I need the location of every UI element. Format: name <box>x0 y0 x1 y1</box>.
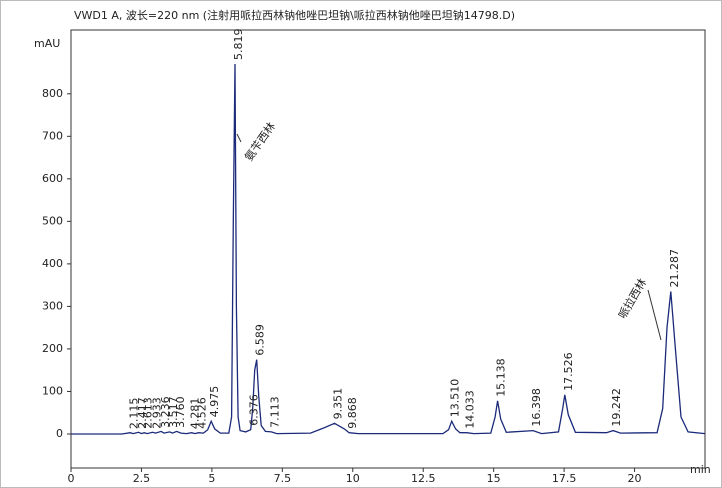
x-tick-label: 5 <box>208 472 215 485</box>
peak-label: 4.526 <box>196 397 209 429</box>
y-tick-label: 400 <box>42 257 63 270</box>
x-tick-label: 17.5 <box>552 472 577 485</box>
peak-label: 19.242 <box>610 388 623 427</box>
plot-frame <box>70 29 706 469</box>
trace <box>71 63 706 435</box>
peak-label: 2.933 <box>151 397 164 429</box>
y-axis-label: mAU <box>34 37 60 50</box>
peak-label: 3.760 <box>174 396 187 428</box>
x-tick-label: 7.5 <box>274 472 292 485</box>
peak-label: 2.417 <box>136 397 149 429</box>
peak-label: 14.033 <box>463 390 476 429</box>
y-tick-label: 700 <box>42 129 63 142</box>
chart-title: VWD1 A, 波长=220 nm (注射用哌拉西林钠他唑巴坦钠\哌拉西林钠他唑… <box>74 8 515 22</box>
x-tick-label: 15 <box>487 472 501 485</box>
peak-label: 17.526 <box>562 352 575 391</box>
x-axis-label: min <box>690 463 711 476</box>
y-tick-label: 500 <box>42 214 63 227</box>
peak-label: 4.281 <box>189 398 202 430</box>
peak-label: 9.868 <box>346 397 359 429</box>
x-tick-label: 2.5 <box>133 472 151 485</box>
peak-label: 6.589 <box>254 324 267 356</box>
peak-label: 7.113 <box>268 396 281 428</box>
y-tick-label: 0 <box>56 427 63 440</box>
x-tick-label: 0 <box>68 472 75 485</box>
y-tick-label: 100 <box>42 384 63 397</box>
peak-label: 13.510 <box>449 379 462 418</box>
peak-label: 4.975 <box>208 386 221 418</box>
peak-label: 3.517 <box>167 396 180 428</box>
x-tick-label: 12.5 <box>411 472 436 485</box>
y-tick-label: 600 <box>42 172 63 185</box>
peak-label: 2.115 <box>128 398 141 430</box>
peak-label: 6.376 <box>248 394 261 426</box>
peak-label: 21.287 <box>668 249 681 288</box>
x-tick-label: 20 <box>628 472 642 485</box>
x-tick-label: 10 <box>346 472 360 485</box>
y-tick-label: 300 <box>42 299 63 312</box>
peak-label: 9.351 <box>331 388 344 420</box>
peak-label: 15.138 <box>495 358 508 397</box>
y-tick-label: 200 <box>42 342 63 355</box>
peak-label: 2.613 <box>142 397 155 429</box>
peak-label: 3.236 <box>159 396 172 428</box>
annotation-arrow <box>236 133 242 143</box>
peak-label: 16.398 <box>530 388 543 427</box>
annotation-arrow <box>647 289 662 341</box>
peak-label: 5.819 <box>232 29 245 61</box>
y-tick-label: 800 <box>42 87 63 100</box>
